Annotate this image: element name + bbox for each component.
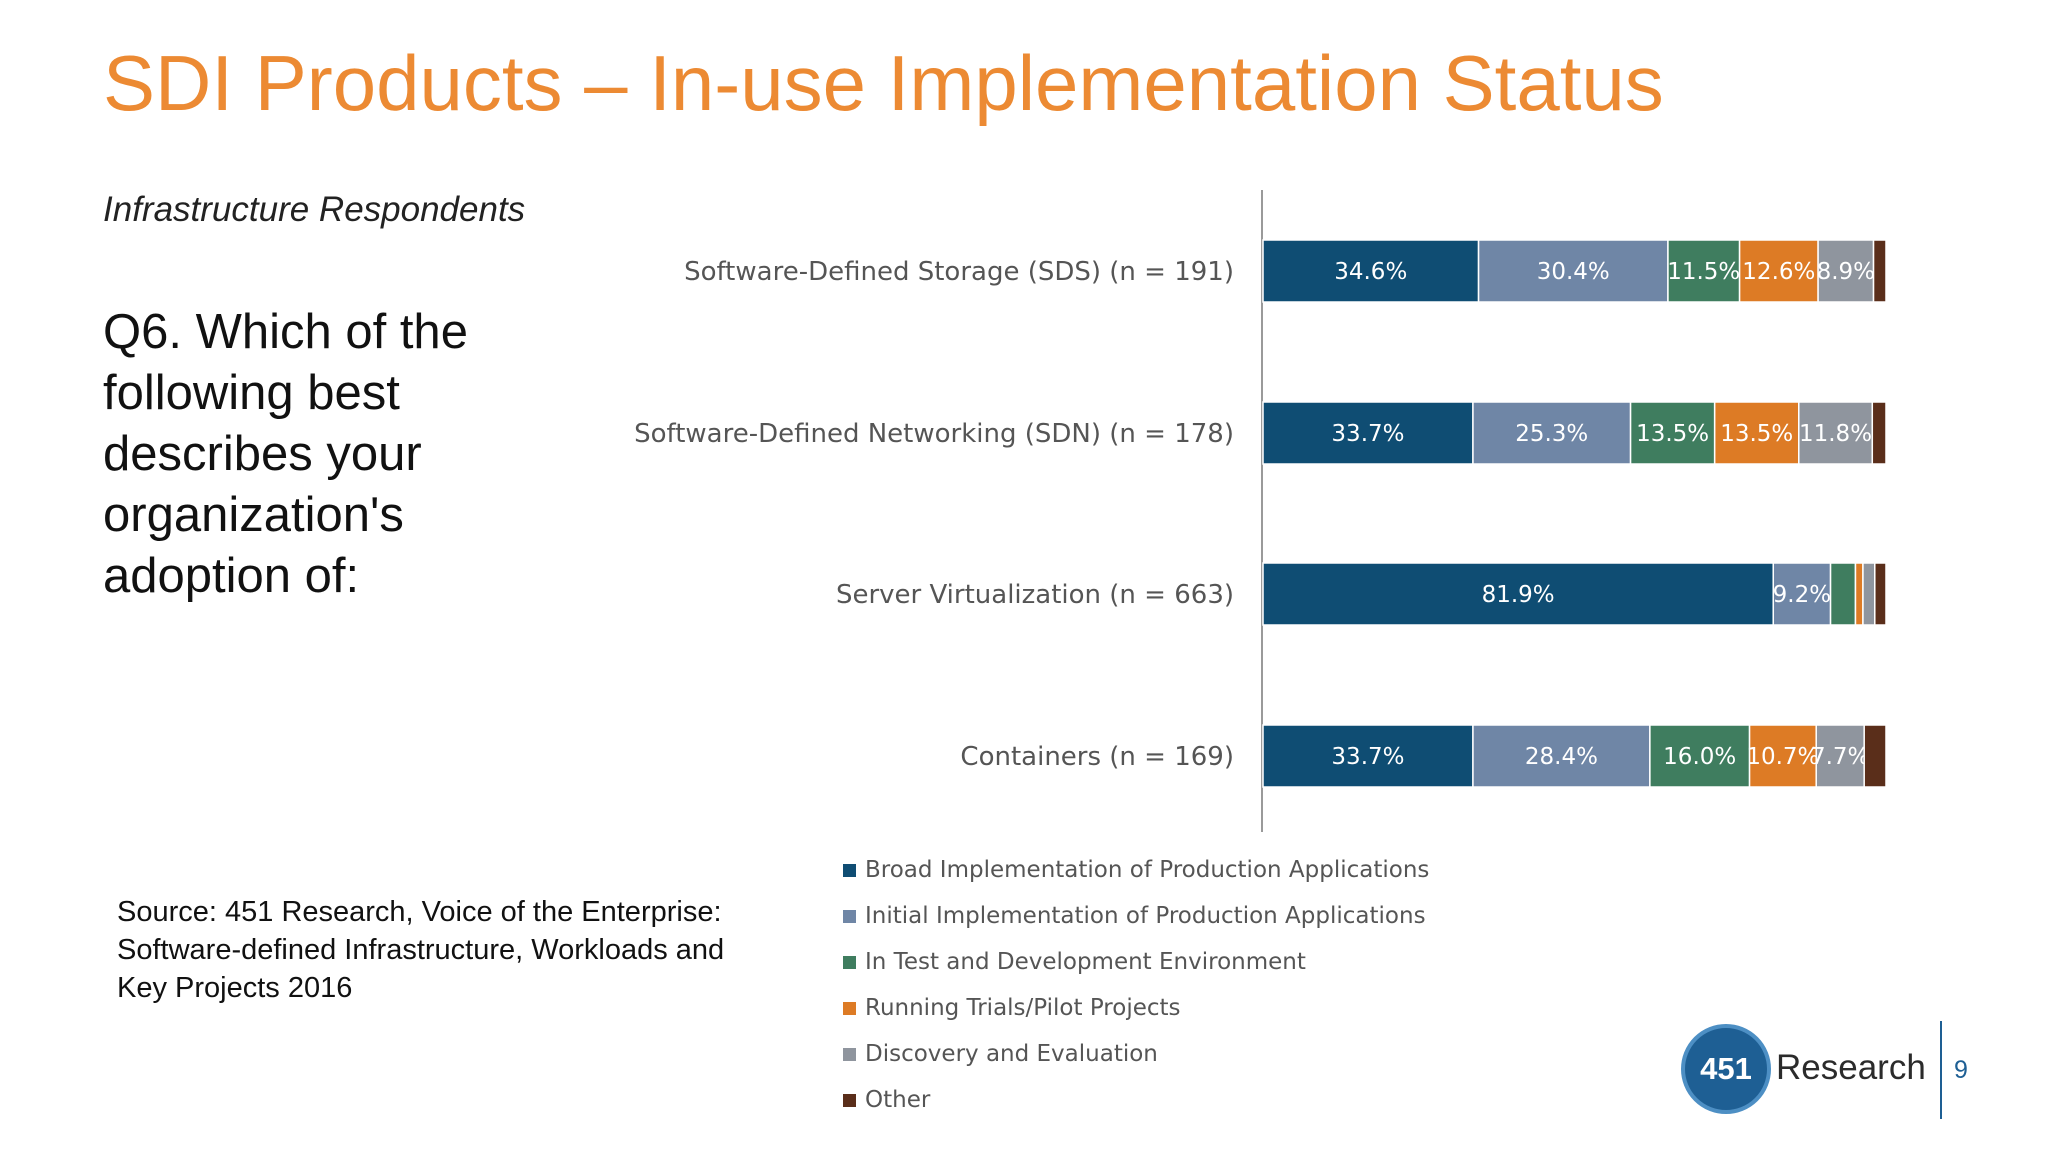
legend-label: In Test and Development Environment: [865, 949, 1306, 975]
page-divider: [1940, 1021, 1942, 1119]
bar-segment: [1872, 239, 1887, 303]
bar-segment: [1713, 401, 1800, 465]
legend-swatch: [843, 1093, 856, 1107]
bar-segment: [1262, 724, 1474, 788]
bar-segment: [1829, 562, 1857, 626]
legend-item: Discovery and Evaluation: [843, 1031, 1429, 1077]
legend-item: In Test and Development Environment: [843, 939, 1429, 985]
bar-segment: [1871, 401, 1887, 465]
data-label: 8.9%: [1817, 259, 1875, 285]
data-label: 11.5%: [1667, 259, 1740, 285]
data-label: 11.8%: [1799, 421, 1872, 447]
bar-segment: [1748, 724, 1817, 788]
bar-segment: [1815, 724, 1865, 788]
bar-segment: [1854, 562, 1864, 626]
data-label: 12.6%: [1742, 259, 1815, 285]
legend-swatch: [843, 909, 856, 923]
bar-segment: [1874, 562, 1887, 626]
legend-label: Initial Implementation of Production App…: [865, 903, 1426, 929]
bar-segment: [1863, 724, 1887, 788]
legend-swatch: [843, 863, 856, 877]
data-label: 13.5%: [1720, 421, 1793, 447]
legend-item: Running Trials/Pilot Projects: [843, 985, 1429, 1031]
bar-segment: [1472, 724, 1651, 788]
bar-segment: [1262, 401, 1474, 465]
data-label: 13.5%: [1636, 421, 1709, 447]
data-label: 34.6%: [1334, 259, 1407, 285]
legend-item: Broad Implementation of Production Appli…: [843, 847, 1429, 893]
bar-segment: [1262, 239, 1480, 303]
source-note: Source: 451 Research, Voice of the Enter…: [117, 896, 725, 1004]
respondents-subtitle: Infrastructure Respondents: [103, 190, 526, 229]
legend-item: Other: [843, 1077, 1429, 1123]
legend-label: Discovery and Evaluation: [865, 1041, 1158, 1067]
category-label: Software-Defined Storage (SDS) (n = 191): [684, 257, 1234, 287]
legend-label: Other: [865, 1087, 931, 1113]
bar-segment: [1738, 239, 1819, 303]
bar-segment: [1862, 562, 1876, 626]
bar-segment: [1262, 562, 1774, 626]
bar-segment: [1817, 239, 1875, 303]
data-label: 33.7%: [1331, 744, 1404, 770]
category-label: Software-Defined Networking (SDN) (n = 1…: [634, 419, 1234, 449]
data-label: 33.7%: [1331, 421, 1404, 447]
company-logo: 451 Research: [1681, 1024, 1941, 1116]
chart-legend: Broad Implementation of Production Appli…: [843, 847, 1429, 1123]
page-number: 9: [1954, 1056, 1968, 1084]
category-label: Containers (n = 169): [960, 742, 1234, 772]
slide-title: SDI Products – In-use Implementation Sta…: [103, 39, 1664, 127]
data-label: 81.9%: [1482, 582, 1555, 608]
bar-segment: [1772, 562, 1832, 626]
legend-item: Initial Implementation of Production App…: [843, 893, 1429, 939]
data-label: 7.7%: [1811, 744, 1869, 770]
legend-swatch: [843, 955, 856, 969]
logo-wordmark: Research: [1776, 1048, 1926, 1087]
data-label: 16.0%: [1663, 744, 1736, 770]
data-label: 9.2%: [1773, 582, 1831, 608]
legend-label: Running Trials/Pilot Projects: [865, 995, 1181, 1021]
logo-circle: 451: [1681, 1024, 1771, 1114]
legend-swatch: [843, 1047, 856, 1061]
data-label: 10.7%: [1746, 744, 1819, 770]
data-label: 30.4%: [1537, 259, 1610, 285]
legend-swatch: [843, 1001, 856, 1015]
legend-label: Broad Implementation of Production Appli…: [865, 857, 1430, 883]
survey-question: Q6. Which of the following best describe…: [103, 305, 468, 603]
data-label: 28.4%: [1525, 744, 1598, 770]
category-label: Server Virtualization (n = 663): [836, 580, 1234, 610]
data-label: 25.3%: [1515, 421, 1588, 447]
